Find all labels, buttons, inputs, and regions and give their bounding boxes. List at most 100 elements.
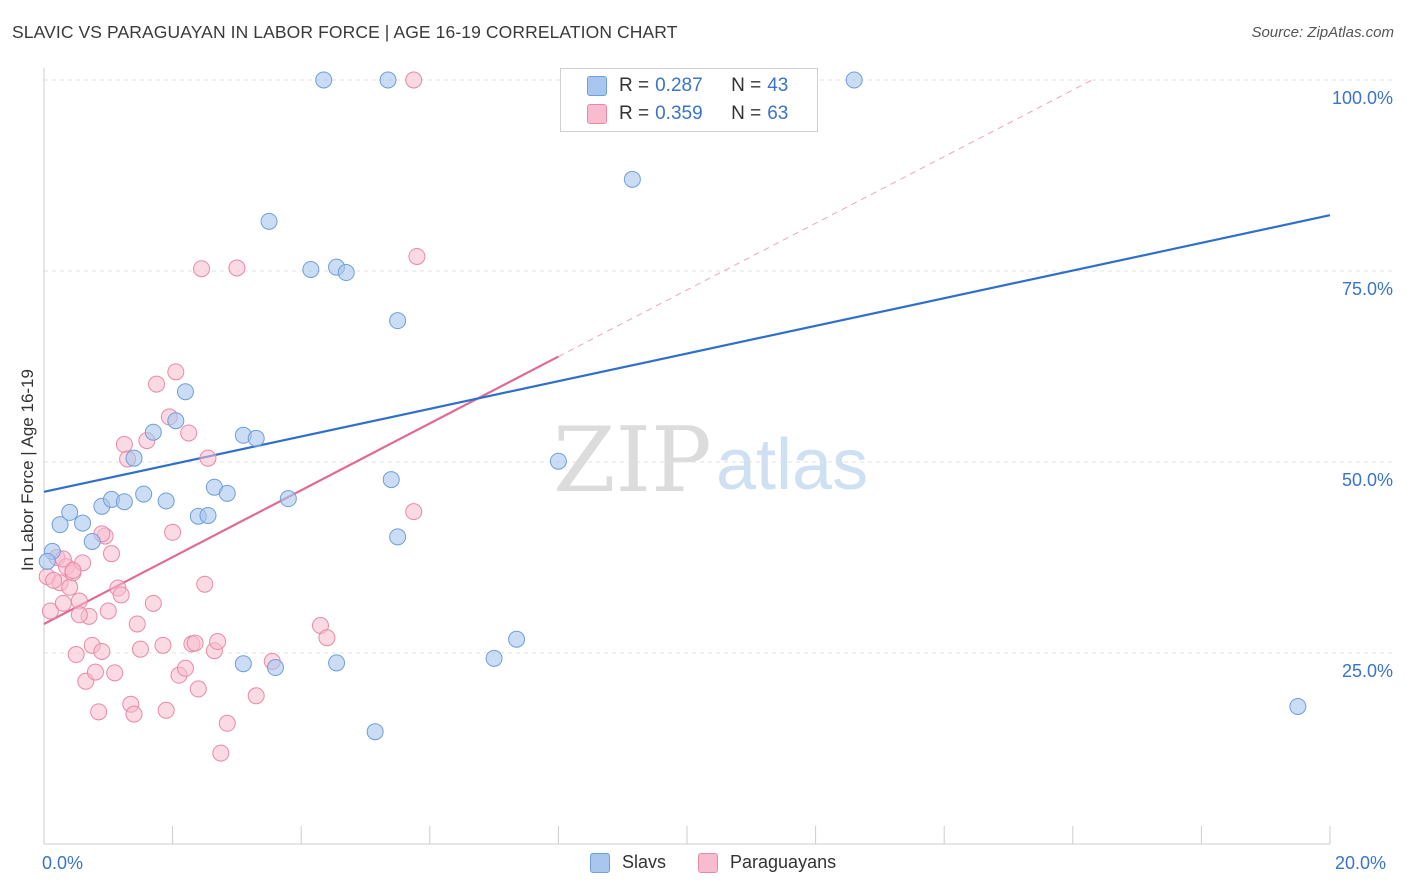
legend-row-paraguayans: R = 0.359 N = 63 <box>587 101 788 127</box>
paraguayans-point <box>408 247 426 265</box>
slavs-point <box>218 484 236 502</box>
y-axis-label: In Labor Force | Age 16-19 <box>18 369 37 571</box>
slavs-point <box>157 492 175 510</box>
n-label: N = <box>731 75 762 96</box>
slavs-point <box>144 423 162 441</box>
paraguayans-point <box>67 646 85 664</box>
slavs-point <box>389 528 407 546</box>
paraguayans-point <box>125 705 143 723</box>
slavs-points <box>38 71 1307 741</box>
axes <box>43 68 1331 845</box>
slavs-point <box>549 452 567 470</box>
paraguayans-point <box>154 636 172 654</box>
paraguayans-point <box>176 659 194 677</box>
paraguayans-point <box>167 363 185 381</box>
paraguayans-point <box>193 260 211 278</box>
gridlines <box>44 79 1394 654</box>
paraguayans-point <box>212 744 230 762</box>
slavs-point <box>302 260 320 278</box>
paraguayans-point <box>128 615 146 633</box>
paraguayans-swatch <box>587 104 607 124</box>
y-tick-label: 25.0% <box>1342 661 1393 681</box>
n-label: N = <box>731 103 762 124</box>
source-label: Source: ZipAtlas.com <box>1251 24 1394 41</box>
paraguayans-point <box>64 561 82 579</box>
slavs-point <box>1289 697 1307 715</box>
paraguayans-point <box>61 578 79 596</box>
slavs-point <box>845 71 863 89</box>
slavs-point <box>234 655 252 673</box>
slavs-point <box>176 383 194 401</box>
paraguayans-swatch <box>698 852 719 873</box>
y-tick-label: 100.0% <box>1332 88 1393 108</box>
paraguayans-point <box>228 259 246 277</box>
paraguayans-point <box>99 602 117 620</box>
paraguayans-point <box>90 703 108 721</box>
paraguayans-point <box>247 687 265 705</box>
y-tick-labels: 25.0% 50.0% 75.0% 100.0% <box>1332 88 1393 681</box>
paraguayans-point <box>218 714 236 732</box>
paraguayans-point <box>186 634 204 652</box>
stats-legend: R = 0.287 N = 43 R = 0.359 N = 63 <box>560 68 818 132</box>
r-label: R = <box>619 75 650 96</box>
slavs-point <box>167 412 185 430</box>
paraguayans-point <box>106 664 124 682</box>
watermark: ZIP atlas <box>553 408 868 513</box>
slavs-point <box>315 71 333 89</box>
series-legend: Slavs Paraguayans <box>590 852 868 873</box>
y-tick-label: 50.0% <box>1342 470 1393 490</box>
paraguayans-point <box>112 586 130 604</box>
slavs-point <box>61 503 79 521</box>
paraguayans-point <box>144 594 162 612</box>
paraguayans-point <box>180 424 198 442</box>
slavs-point <box>266 659 284 677</box>
slavs-point <box>382 471 400 489</box>
slavs-point <box>328 654 346 672</box>
x-tick-label-max: 20.0% <box>1335 853 1387 873</box>
paraguayans-trend-line <box>43 355 559 625</box>
paraguayans-point <box>103 545 121 563</box>
slavs-point <box>74 514 92 532</box>
slavs-point <box>379 71 397 89</box>
n-value-slavs: 43 <box>767 75 789 96</box>
r-value-slavs: 0.287 <box>655 75 703 96</box>
paraguayans-point <box>405 503 423 521</box>
paraguayans-point <box>189 680 207 698</box>
paraguayans-point <box>164 523 182 541</box>
y-tick-label: 75.0% <box>1342 279 1393 299</box>
paraguayans-trend-extension <box>558 79 1093 358</box>
paraguayans-point <box>199 449 217 467</box>
slavs-point <box>260 212 278 230</box>
slavs-swatch <box>587 76 607 96</box>
slavs-point <box>125 449 143 467</box>
paraguayans-point <box>86 663 104 681</box>
paraguayans-point <box>54 594 72 612</box>
paraguayans-points <box>38 71 426 762</box>
paraguayans-point <box>131 640 149 658</box>
legend-item-paraguayans: Paraguayans <box>698 852 836 873</box>
paraguayans-point <box>70 606 88 624</box>
legend-label-paraguayans: Paraguayans <box>730 852 837 872</box>
paraguayans-point <box>45 571 63 589</box>
slavs-point <box>366 723 384 741</box>
paraguayans-point <box>318 629 336 647</box>
slavs-point <box>38 552 56 570</box>
slavs-point <box>508 630 526 648</box>
slavs-swatch <box>590 852 610 873</box>
legend-label-slavs: Slavs <box>622 852 667 872</box>
slavs-point <box>389 312 407 330</box>
paraguayans-point <box>196 575 214 593</box>
watermark-atlas: atlas <box>716 425 868 505</box>
paraguayans-point <box>209 633 227 651</box>
paraguayans-point <box>148 375 166 393</box>
slavs-point <box>199 506 217 524</box>
trend-lines <box>43 79 1331 625</box>
paraguayans-point <box>41 602 59 620</box>
paraguayans-point <box>405 71 423 89</box>
slavs-point <box>337 264 355 282</box>
r-value-paraguayans: 0.359 <box>655 103 703 124</box>
slavs-point <box>51 516 69 534</box>
paraguayans-point <box>93 642 111 660</box>
slavs-point <box>247 429 265 447</box>
